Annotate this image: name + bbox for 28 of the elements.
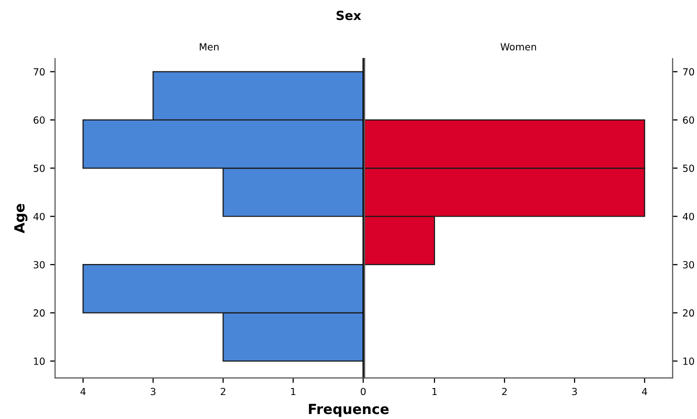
y-tick-label: 70 xyxy=(683,68,694,76)
y-tick-label: 60 xyxy=(683,116,694,124)
x-tick-label: 3 xyxy=(572,388,577,396)
y-tick-label: 60 xyxy=(34,116,45,124)
x-tick-label: 4 xyxy=(80,388,86,396)
y-tick-label: 10 xyxy=(34,358,45,365)
x-tick-label: 2 xyxy=(502,388,507,396)
x-tick-label: 3 xyxy=(150,388,156,396)
x-tick-label: 1 xyxy=(432,388,437,396)
y-tick-label: 70 xyxy=(34,68,45,76)
chart-subtitle: Women xyxy=(500,43,536,50)
x-tick-label: 1 xyxy=(291,388,296,396)
y-tick-label: 30 xyxy=(34,261,45,268)
y-tick-label: 40 xyxy=(33,212,45,220)
chart-subtitle: Men xyxy=(200,43,219,50)
y-tick-label: 30 xyxy=(683,261,694,268)
y-tick-label: 50 xyxy=(34,164,45,172)
y-axis-title: Age xyxy=(14,204,28,234)
x-axis-title: Frequence xyxy=(308,404,389,417)
chart-title: Sex xyxy=(336,10,362,20)
y-tick-label: 20 xyxy=(34,309,45,317)
x-tick-label: 0 xyxy=(360,388,366,396)
y-tick-label: 50 xyxy=(683,164,694,172)
y-tick-label: 20 xyxy=(683,309,694,317)
x-tick-label: 4 xyxy=(642,388,648,396)
x-tick-label: 2 xyxy=(220,388,226,396)
y-tick-label: 40 xyxy=(682,212,694,220)
y-tick-label: 10 xyxy=(683,358,694,365)
